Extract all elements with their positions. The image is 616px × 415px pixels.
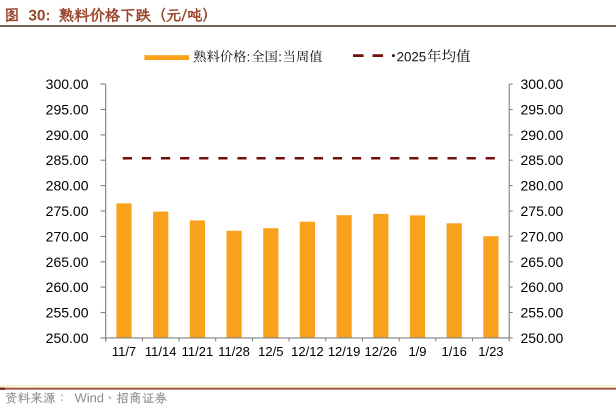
svg-text:300.00: 300.00	[46, 76, 89, 92]
svg-text:265.00: 265.00	[46, 254, 89, 270]
svg-text:11/14: 11/14	[145, 344, 177, 359]
svg-text:11/7: 11/7	[112, 344, 136, 359]
svg-text:300.00: 300.00	[521, 76, 564, 92]
svg-text:1/9: 1/9	[408, 344, 426, 359]
svg-text:280.00: 280.00	[46, 178, 89, 194]
svg-text:255.00: 255.00	[46, 305, 89, 321]
svg-text:1/23: 1/23	[478, 344, 503, 359]
svg-text:265.00: 265.00	[521, 254, 564, 270]
svg-text:260.00: 260.00	[521, 279, 564, 295]
svg-text:285.00: 285.00	[46, 152, 89, 168]
svg-text:270.00: 270.00	[46, 228, 89, 244]
svg-text:290.00: 290.00	[46, 127, 89, 143]
svg-text:12/12: 12/12	[291, 344, 324, 359]
svg-text:270.00: 270.00	[521, 228, 564, 244]
svg-text:285.00: 285.00	[521, 152, 564, 168]
svg-text:290.00: 290.00	[521, 127, 564, 143]
svg-text:275.00: 275.00	[46, 203, 89, 219]
svg-text:295.00: 295.00	[46, 102, 89, 118]
svg-text:11/21: 11/21	[182, 344, 214, 359]
svg-text:12/26: 12/26	[365, 344, 398, 359]
svg-text:255.00: 255.00	[521, 305, 564, 321]
svg-text:12/19: 12/19	[328, 344, 361, 359]
svg-text:250.00: 250.00	[46, 330, 89, 346]
svg-text:280.00: 280.00	[521, 178, 564, 194]
svg-text:250.00: 250.00	[521, 330, 564, 346]
svg-text:1/16: 1/16	[442, 344, 467, 359]
svg-text:275.00: 275.00	[521, 203, 564, 219]
svg-text:12/5: 12/5	[258, 344, 283, 359]
svg-text:295.00: 295.00	[521, 102, 564, 118]
svg-text:11/28: 11/28	[218, 344, 250, 359]
svg-text:260.00: 260.00	[46, 279, 89, 295]
